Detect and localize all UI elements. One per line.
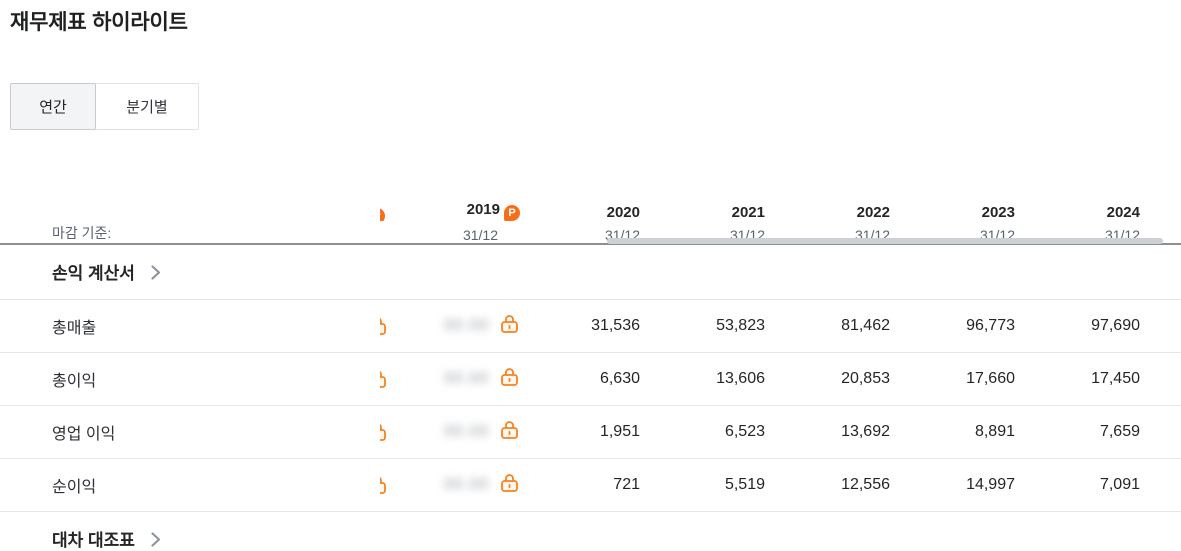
tab-quarterly[interactable]: 분기별 (95, 83, 199, 130)
value-cell: 53,823 (640, 299, 765, 353)
value-cell: 14,997 (890, 458, 1015, 512)
locked-value-cell: 00.00 (400, 352, 520, 406)
value-cell: 7,091 (1015, 458, 1181, 512)
clipped-lock-icon (380, 315, 388, 336)
year-label: 2022 (856, 204, 890, 221)
value-cell: 5,519 (640, 458, 765, 512)
clipped-pro-badge-icon: P (380, 204, 387, 221)
column-header-2019: 2019 P 31/12 (400, 169, 520, 245)
chevron-right-icon (151, 265, 160, 280)
table-row: 총이익 00.00 6,630 13,606 20,853 17,660 17,… (0, 352, 1181, 406)
clipped-lock-icon (380, 474, 388, 495)
value-cell: 1,951 (520, 405, 640, 459)
value-cell: 31,536 (520, 299, 640, 353)
value-cell: 81,462 (765, 299, 890, 353)
value-cell: 13,606 (640, 352, 765, 406)
row-label: 총이익 (0, 352, 380, 406)
lock-icon[interactable] (499, 366, 520, 392)
value-cell: 97,690 (1015, 299, 1181, 353)
year-label: 2024 (1106, 204, 1140, 221)
blurred-value: 00.00 (443, 422, 489, 440)
lock-icon[interactable] (499, 472, 520, 498)
table-row: 총매출 00.00 31,536 53,823 81,462 96,773 97… (0, 299, 1181, 353)
value-cell: 17,450 (1015, 352, 1181, 406)
blurred-value: 00.00 (443, 475, 489, 493)
value-cell: 20,853 (765, 352, 890, 406)
table-row: 영업 이익 00.00 1,951 6,523 13,692 8,891 7,6… (0, 405, 1181, 459)
year-label: 2021 (731, 204, 765, 221)
row-label: 영업 이익 (0, 405, 380, 459)
lock-icon[interactable] (499, 419, 520, 445)
column-header-2022: 2022 31/12 (765, 169, 890, 245)
date-label: 31/12 (462, 227, 498, 243)
tab-annual[interactable]: 연간 (10, 83, 96, 130)
close-basis-label: 마감 기준: (52, 225, 112, 241)
column-header-2020: 2020 31/12 (520, 169, 640, 245)
clipped-lock-icon (380, 368, 388, 389)
year-label: 2023 (981, 204, 1015, 221)
blurred-value: 00.00 (443, 316, 489, 334)
page-title: 재무제표 하이라이트 (10, 11, 188, 34)
section-income-statement[interactable]: 손익 계산서 (0, 244, 1181, 300)
blurred-value: 00.00 (443, 369, 489, 387)
section-balance-sheet[interactable]: 대차 대조표 (0, 511, 1181, 551)
chevron-right-icon (151, 531, 160, 547)
column-header-2021: 2021 31/12 (640, 169, 765, 245)
value-cell: 12,556 (765, 458, 890, 512)
value-cell: 8,891 (890, 405, 1015, 459)
value-cell: 6,630 (520, 352, 640, 406)
value-cell: 7,659 (1015, 405, 1181, 459)
scroll-clipped-column: P (380, 169, 400, 245)
locked-value-cell: 00.00 (400, 299, 520, 353)
period-tabs: 연간 분기별 (10, 83, 1181, 130)
clipped-lock-icon (380, 421, 388, 442)
section-label: 대차 대조표 (52, 530, 135, 550)
year-label: 2020 (606, 204, 640, 221)
pro-badge-icon[interactable]: P (504, 205, 520, 221)
lock-icon[interactable] (499, 313, 520, 339)
value-cell: 721 (520, 458, 640, 512)
year-label: 2019 (466, 201, 500, 218)
value-cell: 6,523 (640, 405, 765, 459)
column-header-2024: 2024 31/12 (1015, 169, 1181, 245)
locked-value-cell: 00.00 (400, 405, 520, 459)
row-label: 순이익 (0, 458, 380, 512)
value-cell: 17,660 (890, 352, 1015, 406)
section-label: 손익 계산서 (52, 264, 135, 284)
horizontal-scrollbar-thumb[interactable] (607, 238, 1163, 244)
table-row: 순이익 00.00 721 5,519 12,556 14,997 7,091 (0, 458, 1181, 512)
value-cell: 96,773 (890, 299, 1015, 353)
close-basis-header: 마감 기준: (0, 169, 380, 245)
locked-value-cell: 00.00 (400, 458, 520, 512)
row-label: 총매출 (0, 299, 380, 353)
column-header-2023: 2023 31/12 (890, 169, 1015, 245)
value-cell: 13,692 (765, 405, 890, 459)
